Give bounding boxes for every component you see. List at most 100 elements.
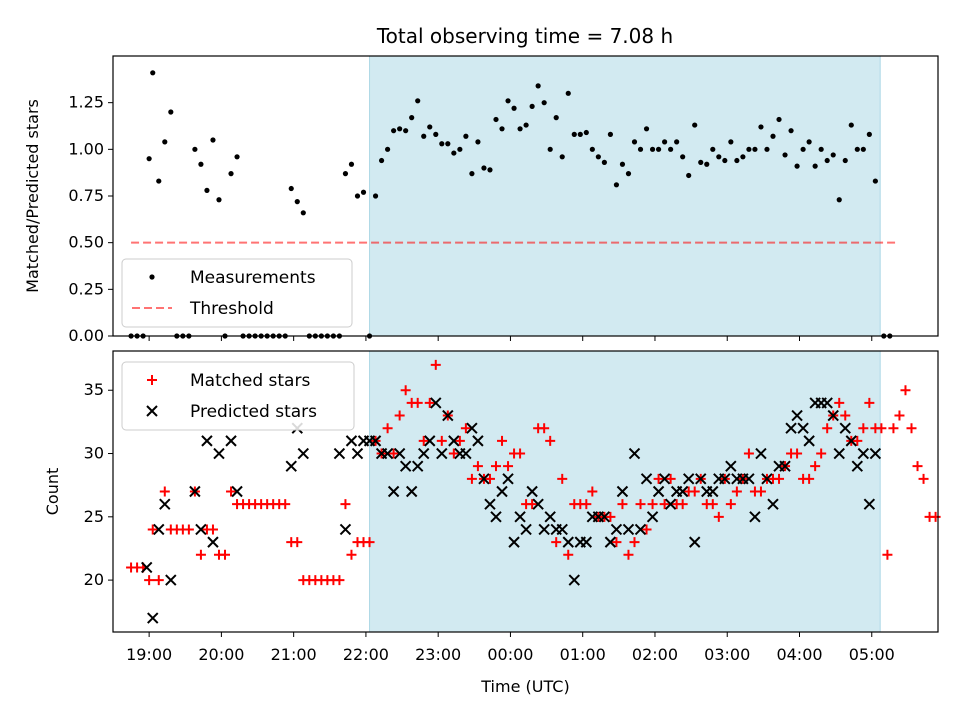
- predicted-stars-point: [634, 523, 647, 536]
- predicted-stars-point: [189, 485, 201, 498]
- measurement-point: [806, 139, 812, 145]
- predicted-stars-point: [399, 460, 412, 472]
- matched-stars-point: [713, 511, 724, 522]
- matched-stars-point: [755, 486, 766, 497]
- matched-stars-point: [792, 448, 803, 459]
- measurement-point: [372, 193, 379, 199]
- measurement-point: [427, 124, 433, 130]
- measurement-point: [493, 116, 499, 123]
- measurement-point: [674, 139, 680, 145]
- legend-label: Predicted stars: [190, 402, 317, 422]
- matched-stars-point: [912, 461, 923, 472]
- measurement-point: [698, 159, 704, 165]
- predicted-stars-point: [333, 447, 346, 460]
- measurement-point: [469, 171, 475, 177]
- matched-stars-point: [226, 486, 237, 497]
- measurement-point: [342, 171, 349, 177]
- predicted-stars-point: [393, 447, 406, 460]
- measurement-point: [523, 122, 529, 128]
- predicted-stars-point: [412, 460, 424, 472]
- matched-stars-point: [864, 397, 875, 408]
- measurement-point: [481, 165, 487, 171]
- measurement-point: [451, 150, 457, 156]
- measurement-point: [162, 139, 168, 145]
- series-measurements: [128, 70, 893, 339]
- predicted-stars-point: [369, 435, 382, 447]
- measurement-point: [872, 178, 878, 184]
- matched-stars-point: [346, 549, 357, 560]
- measurement-point: [764, 146, 770, 152]
- predicted-stars-point: [297, 447, 309, 460]
- matched-stars-point: [858, 423, 869, 434]
- predicted-stars-point: [652, 485, 665, 498]
- measurement-point: [445, 141, 451, 147]
- measurement-point: [409, 115, 415, 121]
- matched-stars-point: [484, 473, 495, 484]
- measurement-point: [487, 167, 493, 173]
- predicted-stars-point: [213, 447, 225, 460]
- matched-stars-point: [611, 537, 622, 548]
- measurement-point: [818, 146, 824, 152]
- predicted-stars-point: [514, 511, 526, 523]
- predicted-stars-point: [418, 447, 430, 460]
- predicted-stars-point: [538, 523, 550, 536]
- observing-interval-band: [369, 56, 881, 336]
- y-tick-label: 35: [84, 380, 104, 399]
- matched-stars-point: [430, 359, 441, 370]
- matched-stars-point: [659, 499, 670, 510]
- measurement-point: [589, 146, 595, 152]
- measurement-point: [794, 163, 800, 169]
- x-tick-label: 02:00: [632, 645, 678, 664]
- matched-stars-point: [804, 473, 815, 484]
- matched-stars-point: [647, 499, 658, 510]
- predicted-stars-point: [839, 422, 851, 434]
- measurement-point: [655, 146, 662, 152]
- measurement-point: [577, 131, 583, 137]
- matched-stars-point: [412, 397, 423, 408]
- y-tick-label: 25: [84, 507, 104, 526]
- measurement-point: [686, 172, 692, 179]
- measurement-point: [348, 161, 355, 167]
- measurement-point: [288, 185, 294, 192]
- matched-stars-point: [906, 423, 917, 434]
- predicted-stars-point: [785, 422, 797, 434]
- measurement-point: [854, 146, 860, 152]
- matched-stars-point: [665, 473, 676, 484]
- legend-label: Threshold: [189, 299, 274, 319]
- predicted-stars-point: [285, 460, 297, 472]
- measurement-point: [168, 109, 174, 115]
- x-tick-label: 21:00: [271, 645, 317, 664]
- matched-stars-point: [340, 499, 351, 510]
- predicted-stars-point: [466, 422, 478, 434]
- predicted-stars-point: [442, 409, 454, 422]
- measurement-point: [529, 103, 535, 109]
- predicted-stars-point: [658, 473, 671, 485]
- predicted-stars-point: [845, 435, 857, 447]
- measurement-point: [643, 126, 650, 132]
- predicted-stars-point: [562, 536, 574, 548]
- measurement-point: [354, 193, 361, 199]
- matched-stars-point: [581, 499, 592, 510]
- measurement-point: [415, 98, 421, 104]
- measurement-point: [649, 146, 656, 152]
- matched-stars-point: [424, 397, 435, 408]
- measurement-point: [571, 131, 577, 137]
- predicted-stars-point: [532, 498, 544, 510]
- predicted-stars-point: [604, 536, 617, 548]
- predicted-stars-point: [707, 485, 719, 498]
- observing-interval-band: [369, 351, 881, 632]
- measurement-point: [499, 126, 505, 132]
- predicted-stars-point: [141, 561, 153, 574]
- series-matched-stars: [126, 359, 941, 586]
- measurement-point: [631, 139, 638, 145]
- measurement-point: [228, 171, 234, 177]
- matched-stars-point: [515, 448, 526, 459]
- predicted-stars-point: [827, 409, 839, 422]
- measurement-point: [439, 141, 445, 147]
- matched-stars-point: [394, 410, 405, 421]
- predicted-stars-point: [424, 435, 436, 447]
- predicted-stars-point: [436, 447, 448, 460]
- matched-stars-point: [207, 524, 218, 535]
- measurement-point: [607, 131, 614, 137]
- matched-stars-point: [418, 435, 429, 446]
